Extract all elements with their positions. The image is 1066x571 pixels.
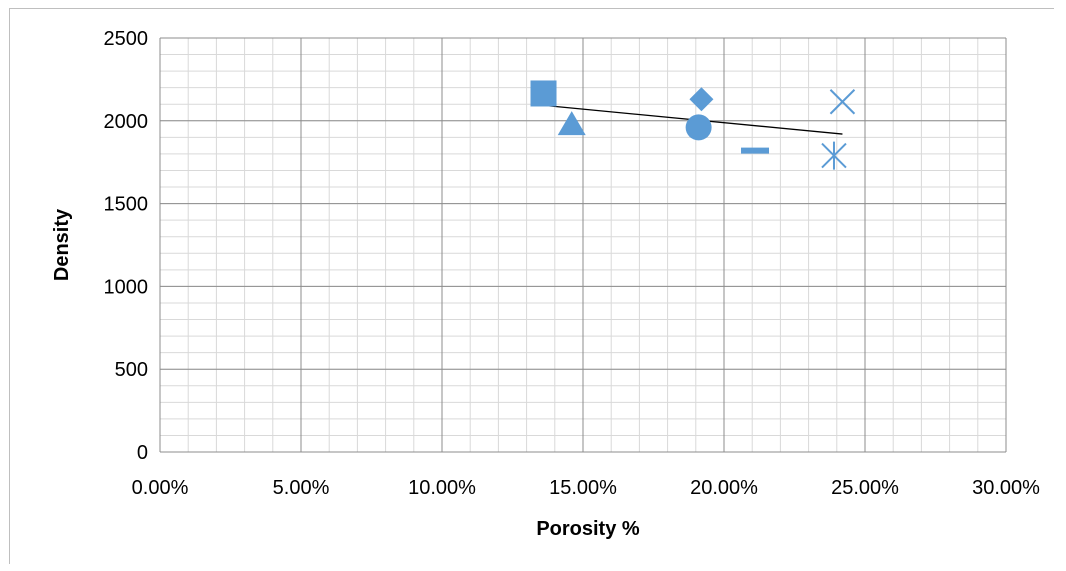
x-tick-label: 0.00% <box>132 477 189 499</box>
x-axis-title: Porosity % <box>536 518 640 540</box>
major-gridlines <box>159 37 1007 453</box>
y-tick-label: 2500 <box>104 28 149 50</box>
y-tick-label: 1000 <box>104 276 149 298</box>
star-marker <box>821 141 847 170</box>
chart-area <box>9 8 1054 564</box>
diamond-marker <box>689 87 714 112</box>
triangle-marker <box>557 111 586 136</box>
circle-marker <box>685 114 712 141</box>
y-axis-title: Density <box>51 208 73 281</box>
y-tick-label: 2000 <box>104 111 149 133</box>
x-tick-label: 25.00% <box>831 477 899 499</box>
y-tick-label: 1500 <box>104 194 149 216</box>
x-tick-label: 10.00% <box>408 477 476 499</box>
x-tick-label: 15.00% <box>549 477 617 499</box>
x-tick-label: 30.00% <box>972 477 1040 499</box>
dash-marker <box>741 147 770 154</box>
y-tick-label: 0 <box>137 442 148 464</box>
x-marker <box>829 89 856 115</box>
x-tick-label: 5.00% <box>273 477 330 499</box>
x-axis-tick-labels: 0.00% 5.00% 10.00% 15.00% 20.00% 25.00% 30.00% <box>132 477 1040 499</box>
x-tick-label: 20.00% <box>690 477 758 499</box>
square-marker <box>530 80 557 107</box>
y-tick-label: 500 <box>115 359 148 381</box>
y-axis-tick-labels: 0 500 1000 1500 2000 2500 <box>104 28 149 464</box>
data-points <box>530 80 856 170</box>
